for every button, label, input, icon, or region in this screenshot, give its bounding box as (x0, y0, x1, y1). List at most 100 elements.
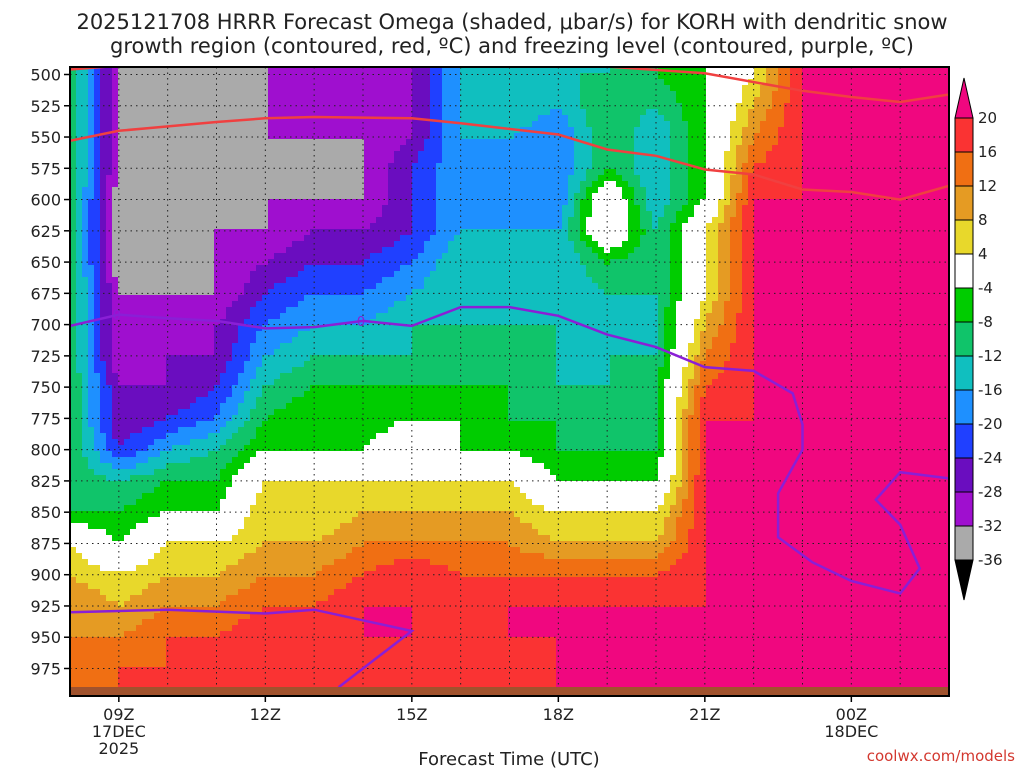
field-cell (214, 481, 221, 488)
field-cell (346, 571, 353, 578)
field-cell (352, 217, 359, 224)
field-cell (124, 331, 131, 338)
field-cell (160, 379, 167, 386)
field-cell (316, 589, 323, 596)
field-cell (346, 241, 353, 248)
field-cell (226, 67, 233, 74)
field-cell (316, 397, 323, 404)
field-cell (154, 517, 161, 524)
field-cell (76, 151, 83, 158)
field-cell (70, 547, 77, 554)
field-cell (280, 163, 287, 170)
field-cell (232, 643, 239, 650)
field-cell (322, 475, 329, 482)
field-cell (220, 589, 227, 596)
field-cell (208, 661, 215, 668)
field-cell (214, 277, 221, 284)
field-cell (136, 367, 143, 374)
field-cell (274, 445, 281, 452)
field-cell (100, 631, 107, 638)
field-cell (166, 433, 173, 440)
field-cell (172, 217, 179, 224)
field-cell (124, 403, 131, 410)
field-cell (82, 307, 89, 314)
field-cell (316, 307, 323, 314)
field-cell (220, 463, 227, 470)
field-cell (292, 355, 299, 362)
field-cell (268, 577, 275, 584)
field-cell (148, 331, 155, 338)
field-cell (226, 541, 233, 548)
field-cell (298, 547, 305, 554)
field-cell (214, 349, 221, 356)
field-cell (190, 289, 197, 296)
field-cell (244, 535, 251, 542)
field-cell (316, 577, 323, 584)
field-cell (124, 289, 131, 296)
field-cell (184, 415, 191, 422)
field-cell (310, 427, 317, 434)
field-cell (94, 559, 101, 566)
field-cell (166, 469, 173, 476)
field-cell (148, 325, 155, 332)
field-cell (112, 205, 119, 212)
field-cell (292, 487, 299, 494)
field-cell (166, 355, 173, 362)
field-cell (178, 337, 185, 344)
field-cell (298, 625, 305, 632)
field-cell (118, 661, 125, 668)
field-cell (196, 307, 203, 314)
field-cell (178, 553, 185, 560)
field-cell (178, 193, 185, 200)
field-cell (280, 223, 287, 230)
field-cell (250, 337, 257, 344)
field-cell (274, 85, 281, 92)
field-cell (178, 133, 185, 140)
field-cell (112, 499, 119, 506)
field-cell (274, 397, 281, 404)
field-cell (334, 223, 341, 230)
field-cell (124, 325, 131, 332)
field-cell (76, 145, 83, 152)
field-cell (298, 631, 305, 638)
field-cell (256, 79, 263, 86)
field-cell (322, 325, 329, 332)
field-cell (292, 67, 299, 74)
field-cell (118, 547, 125, 554)
field-cell (100, 289, 107, 296)
field-cell (334, 139, 341, 146)
field-cell (274, 265, 281, 272)
field-cell (322, 595, 329, 602)
field-cell (88, 391, 95, 398)
field-cell (100, 667, 107, 674)
field-cell (280, 655, 287, 662)
field-cell (190, 655, 197, 662)
field-cell (340, 325, 347, 332)
field-cell (298, 523, 305, 530)
field-cell (166, 517, 173, 524)
field-cell (244, 619, 251, 626)
field-cell (94, 439, 101, 446)
field-cell (160, 541, 167, 548)
field-cell (112, 241, 119, 248)
field-cell (232, 229, 239, 236)
field-cell (214, 265, 221, 272)
field-cell (310, 631, 317, 638)
field-cell (148, 481, 155, 488)
field-cell (100, 157, 107, 164)
field-cell (310, 133, 317, 140)
field-cell (250, 499, 257, 506)
field-cell (82, 199, 89, 206)
field-cell (172, 655, 179, 662)
field-cell (94, 223, 101, 230)
field-cell (286, 361, 293, 368)
field-cell (316, 583, 323, 590)
field-cell (82, 511, 89, 518)
field-cell (112, 277, 119, 284)
field-cell (94, 319, 101, 326)
field-cell (172, 589, 179, 596)
field-cell (322, 133, 329, 140)
field-cell (118, 301, 125, 308)
field-cell (304, 421, 311, 428)
field-cell (286, 421, 293, 428)
